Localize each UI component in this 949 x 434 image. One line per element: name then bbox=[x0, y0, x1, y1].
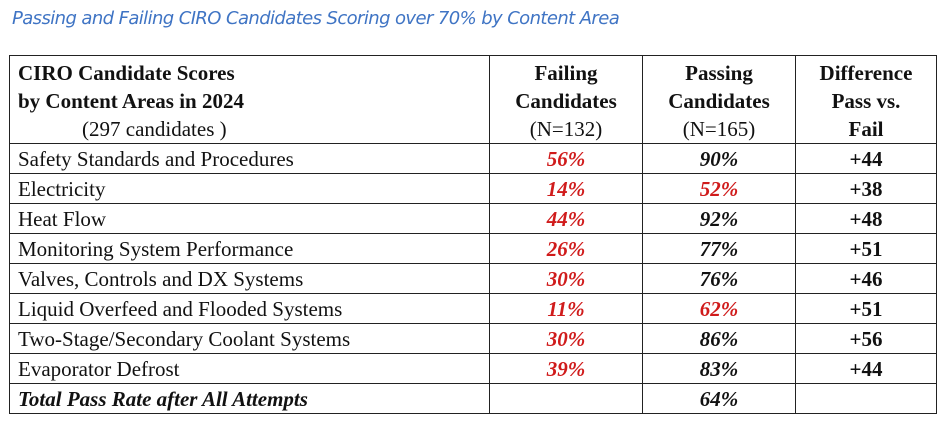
failing-score: 56% bbox=[489, 143, 643, 174]
difference: +51 bbox=[795, 233, 937, 264]
failing-score: 44% bbox=[489, 203, 643, 234]
content-area: Safety Standards and Procedures bbox=[9, 143, 490, 174]
passing-score: 77% bbox=[642, 233, 796, 264]
table-row: Monitoring System Performance 26% 77% +51 bbox=[9, 233, 937, 264]
failing-score: 30% bbox=[489, 323, 643, 354]
header-line: CIRO Candidate Scores bbox=[18, 61, 235, 85]
failing-score: 26% bbox=[489, 233, 643, 264]
total-passing: 64% bbox=[642, 383, 796, 414]
passing-score: 76% bbox=[642, 263, 796, 294]
total-label: Total Pass Rate after All Attempts bbox=[9, 383, 490, 414]
header-difference: Difference Pass vs. Fail bbox=[795, 55, 937, 144]
table-row: Electricity 14% 52% +38 bbox=[9, 173, 937, 204]
table-row: Liquid Overfeed and Flooded Systems 11% 62… bbox=[9, 293, 937, 324]
difference: +48 bbox=[795, 203, 937, 234]
difference: +46 bbox=[795, 263, 937, 294]
header-passing: Passing Candidates (N=165) bbox=[642, 55, 796, 144]
header-line: by Content Areas in 2024 bbox=[18, 89, 244, 113]
table-row: Evaporator Defrost 39% 83% +44 bbox=[9, 353, 937, 384]
passing-score: 90% bbox=[642, 143, 796, 174]
table-row: Safety Standards and Procedures 56% 90% +44 bbox=[9, 143, 937, 174]
content-area: Evaporator Defrost bbox=[9, 353, 490, 384]
passing-score: 92% bbox=[642, 203, 796, 234]
difference: +51 bbox=[795, 293, 937, 324]
difference: +44 bbox=[795, 353, 937, 384]
header-line: (297 candidates ) bbox=[82, 117, 227, 141]
content-area: Monitoring System Performance bbox=[9, 233, 490, 264]
passing-score: 52% bbox=[642, 173, 796, 204]
table-row: Two-Stage/Secondary Coolant Systems 30% 86… bbox=[9, 323, 937, 354]
failing-score: 39% bbox=[489, 353, 643, 384]
header-row: CIRO Candidate Scores by Content Areas i… bbox=[9, 55, 937, 144]
header-line: Candidates bbox=[515, 89, 617, 113]
passing-score: 83% bbox=[642, 353, 796, 384]
failing-score: 14% bbox=[489, 173, 643, 204]
difference: +44 bbox=[795, 143, 937, 174]
table-caption: Passing and Failing CIRO Candidates Scor… bbox=[12, 8, 620, 29]
header-content-area: CIRO Candidate Scores by Content Areas i… bbox=[9, 55, 490, 144]
header-line: Candidates bbox=[668, 89, 770, 113]
header-line: Pass vs. bbox=[831, 89, 901, 113]
header-line: (N=165) bbox=[682, 117, 756, 141]
content-area: Two-Stage/Secondary Coolant Systems bbox=[9, 323, 490, 354]
content-area: Valves, Controls and DX Systems bbox=[9, 263, 490, 294]
empty-cell bbox=[489, 383, 643, 414]
difference: +38 bbox=[795, 173, 937, 204]
header-line: Difference bbox=[819, 61, 913, 85]
scores-table: CIRO Candidate Scores by Content Areas i… bbox=[9, 55, 937, 414]
header-line: Passing bbox=[685, 61, 753, 85]
failing-score: 11% bbox=[489, 293, 643, 324]
content-area: Electricity bbox=[9, 173, 490, 204]
header-line: (N=132) bbox=[529, 117, 603, 141]
header-failing: Failing Candidates (N=132) bbox=[489, 55, 643, 144]
header-line: Failing bbox=[534, 61, 598, 85]
total-row: Total Pass Rate after All Attempts 64% bbox=[9, 383, 937, 414]
passing-score: 62% bbox=[642, 293, 796, 324]
passing-score: 86% bbox=[642, 323, 796, 354]
table-row: Valves, Controls and DX Systems 30% 76% +46 bbox=[9, 263, 937, 294]
content-area: Liquid Overfeed and Flooded Systems bbox=[9, 293, 490, 324]
table-row: Heat Flow 44% 92% +48 bbox=[9, 203, 937, 234]
difference: +56 bbox=[795, 323, 937, 354]
empty-cell bbox=[795, 383, 937, 414]
failing-score: 30% bbox=[489, 263, 643, 294]
content-area: Heat Flow bbox=[9, 203, 490, 234]
header-line: Fail bbox=[848, 117, 884, 141]
